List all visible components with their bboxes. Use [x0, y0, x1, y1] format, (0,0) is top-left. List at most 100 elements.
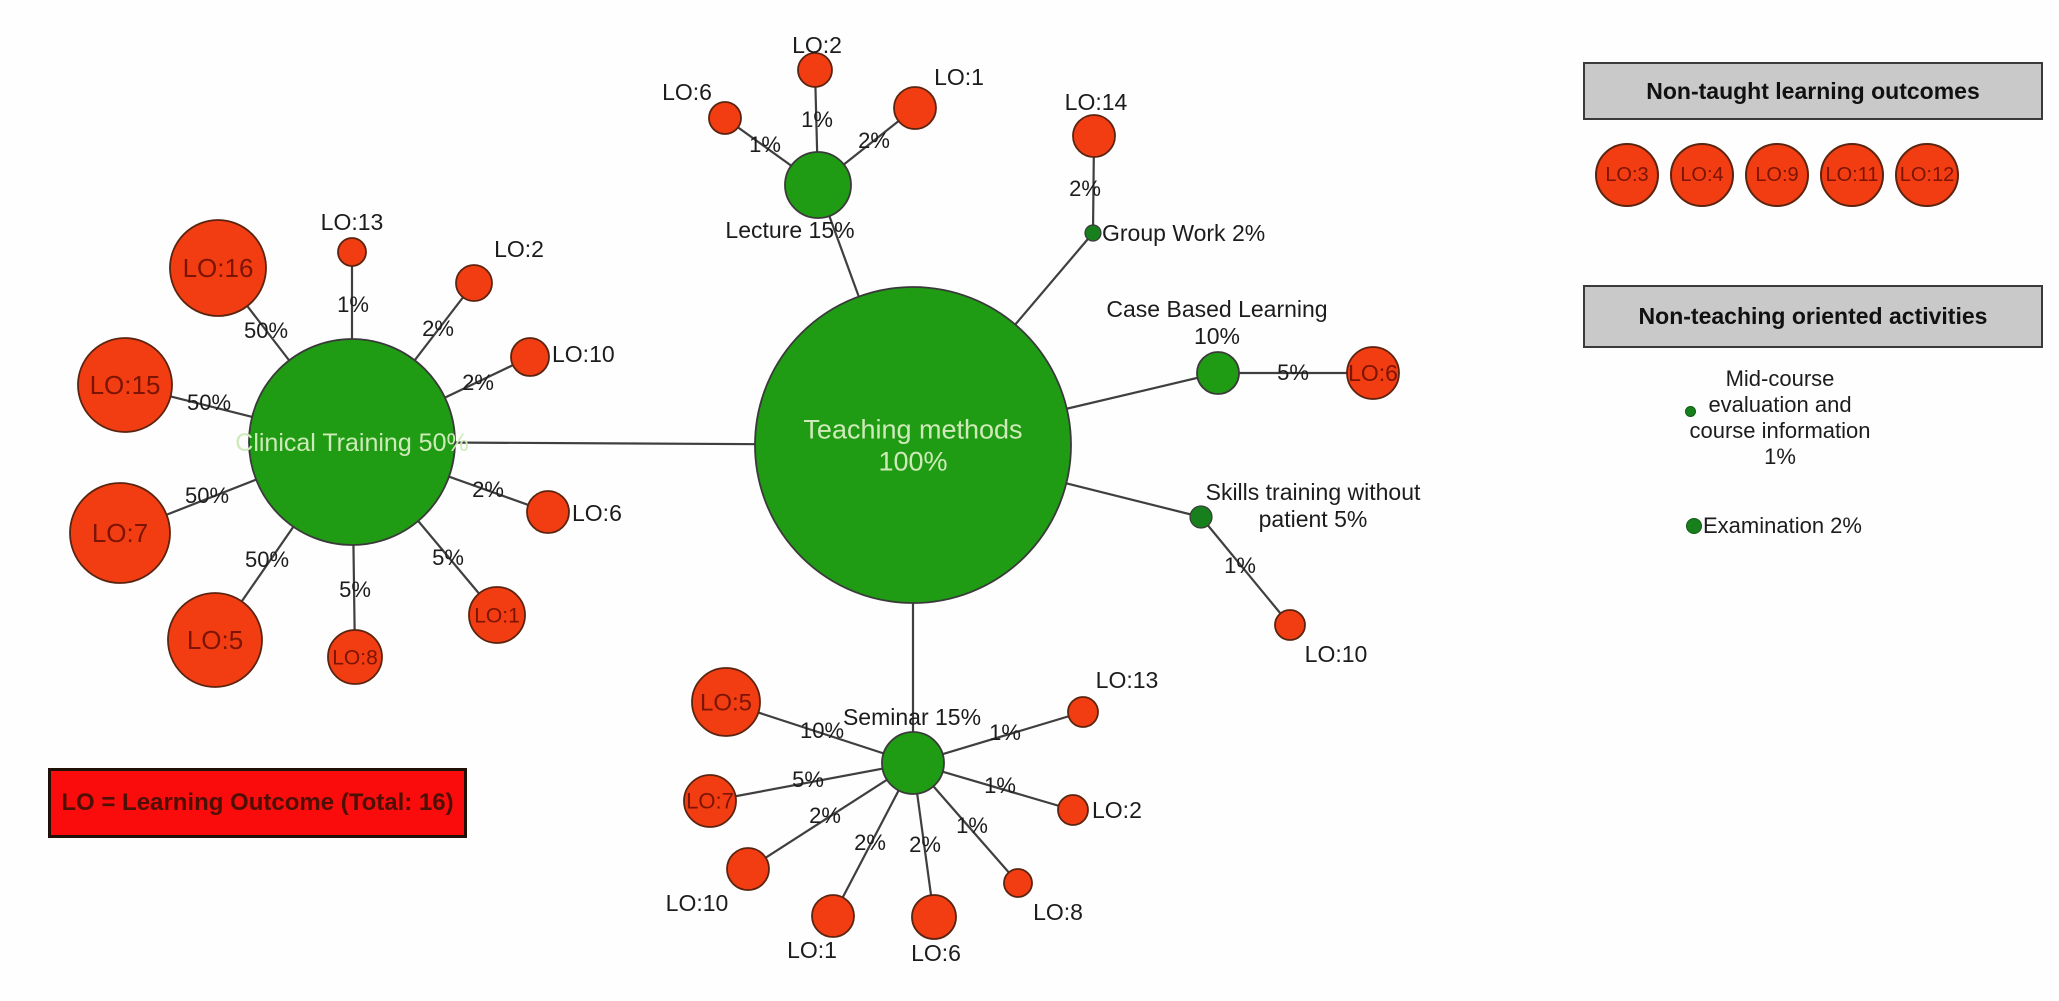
edge-label-clinical-training-clinical-lo8: 5%	[339, 577, 371, 602]
label-lecture: Lecture 15%	[725, 217, 854, 243]
label-clinical-lo13: LO:13	[321, 209, 384, 235]
edge-label-clinical-training-clinical-lo2: 2%	[422, 316, 454, 341]
node-case-based-learning	[1196, 351, 1240, 395]
node-lecture-lo1	[893, 86, 937, 130]
label-clinical-lo1: LO:1	[474, 604, 520, 627]
legend-outcome-circle: LO:11	[1820, 143, 1884, 207]
label-seminar-lo10: LO:10	[666, 890, 729, 916]
node-group-work	[1084, 224, 1102, 242]
label-group-work: Group Work 2%	[1102, 220, 1265, 246]
edge-label-seminar-seminar-lo6: 2%	[909, 832, 941, 857]
label-seminar-lo13: LO:13	[1096, 667, 1159, 693]
node-clinical-lo5	[167, 592, 263, 688]
legend-outcome-circle: LO:3	[1595, 143, 1659, 207]
node-seminar-lo2	[1057, 794, 1089, 826]
edge-label-clinical-training-clinical-lo16: 50%	[244, 318, 288, 343]
node-lecture-lo2	[797, 52, 833, 88]
node-clinical-lo1	[468, 586, 526, 644]
node-lecture	[784, 151, 852, 219]
edge-label-skills-training-skills-lo10: 1%	[1224, 553, 1256, 578]
label-seminar-lo2: LO:2	[1092, 797, 1142, 823]
examination-item: Examination 2%	[1686, 513, 1862, 539]
edge-label-seminar-seminar-lo5: 10%	[800, 718, 844, 743]
edge-label-clinical-training-clinical-lo5: 50%	[245, 547, 289, 572]
label-seminar-lo1: LO:1	[787, 937, 837, 963]
edge-label-seminar-seminar-lo2: 1%	[984, 773, 1016, 798]
label-groupwork-lo14: LO:14	[1065, 89, 1128, 115]
edge-label-group-work-groupwork-lo14: 2%	[1069, 176, 1101, 201]
edge-label-seminar-seminar-lo7: 5%	[792, 767, 824, 792]
edge-label-seminar-seminar-lo8: 1%	[956, 813, 988, 838]
node-seminar-lo13	[1067, 696, 1099, 728]
label-clinical-training: Clinical Training 50%	[235, 429, 468, 457]
node-seminar-lo6	[911, 894, 957, 940]
non-taught-outcome-row: LO:3 LO:4 LO:9 LO:11 LO:12	[1595, 143, 1959, 207]
midcourse-dot-icon	[1685, 406, 1696, 417]
examination-label: Examination 2%	[1703, 513, 1862, 538]
label-seminar-lo7: LO:7	[686, 789, 734, 814]
node-skills-lo10	[1274, 609, 1306, 641]
edge-label-lecture-lecture-lo2: 1%	[801, 107, 833, 132]
node-seminar	[881, 731, 945, 795]
label-clinical-lo6: LO:6	[572, 500, 622, 526]
label-cbl-lo6: LO:6	[1348, 360, 1398, 386]
label-clinical-lo15: LO:15	[90, 370, 161, 400]
label-clinical-lo8: LO:8	[332, 646, 378, 669]
edge-label-clinical-training-clinical-lo10: 2%	[462, 370, 494, 395]
node-clinical-lo7	[69, 482, 171, 584]
node-seminar-lo7	[683, 774, 737, 828]
label-seminar: Seminar 15%	[843, 704, 981, 730]
examination-dot-icon	[1686, 518, 1702, 534]
label-clinical-lo16: LO:16	[183, 253, 254, 283]
node-clinical-lo2	[455, 264, 493, 302]
lo-footnote: LO = Learning Outcome (Total: 16)	[48, 768, 467, 838]
label-seminar-lo5: LO:5	[700, 689, 752, 716]
edge-label-seminar-seminar-lo13: 1%	[989, 720, 1021, 745]
edge-label-clinical-training-clinical-lo6: 2%	[472, 477, 504, 502]
legend-outcome-circle: LO:12	[1895, 143, 1959, 207]
label-lecture-lo2: LO:2	[792, 32, 842, 58]
edge-label-case-based-learning-cbl-lo6: 5%	[1277, 360, 1309, 385]
label-case-based-learning: Case Based Learning 10%	[1106, 296, 1327, 349]
label-seminar-lo6: LO:6	[911, 940, 961, 966]
edge-label-seminar-seminar-lo10: 2%	[809, 803, 841, 828]
edge-label-clinical-training-clinical-lo1: 5%	[432, 545, 464, 570]
node-seminar-lo10	[726, 847, 770, 891]
edge-seminar-seminar-lo10	[747, 762, 914, 870]
node-skills-training	[1189, 505, 1213, 529]
edge-label-lecture-lecture-lo1: 2%	[858, 128, 890, 153]
label-clinical-lo2: LO:2	[494, 236, 544, 262]
legend-outcome-circle: LO:4	[1670, 143, 1734, 207]
edge-label-clinical-training-clinical-lo15: 50%	[187, 390, 231, 415]
node-seminar-lo5	[691, 667, 761, 737]
edge-label-seminar-seminar-lo1: 2%	[854, 830, 886, 855]
node-clinical-lo8	[327, 629, 383, 685]
label-clinical-lo10: LO:10	[552, 341, 615, 367]
node-lecture-lo6	[708, 101, 742, 135]
label-clinical-lo7: LO:7	[92, 518, 148, 548]
label-seminar-lo8: LO:8	[1033, 899, 1083, 925]
label-clinical-lo5: LO:5	[187, 625, 243, 655]
node-clinical-training	[248, 338, 456, 546]
edge-seminar-seminar-lo7	[709, 761, 914, 803]
label-teaching-methods: Teaching methods 100%	[803, 415, 1022, 477]
label-lecture-lo6: LO:6	[662, 79, 712, 105]
non-taught-legend-title: Non-taught learning outcomes	[1583, 62, 2043, 120]
node-teaching-methods	[754, 286, 1072, 604]
label-skills-training: Skills training without patient 5%	[1206, 479, 1421, 532]
node-clinical-lo13	[337, 237, 367, 267]
edge-label-clinical-training-clinical-lo13: 1%	[337, 292, 369, 317]
edge-label-clinical-training-clinical-lo7: 50%	[185, 483, 229, 508]
node-groupwork-lo14	[1072, 114, 1116, 158]
edge-label-lecture-lecture-lo6: 1%	[749, 132, 781, 157]
edge-skills-training-skills-lo10	[1200, 516, 1291, 626]
node-clinical-lo15	[77, 337, 173, 433]
legend-outcome-circle: LO:9	[1745, 143, 1809, 207]
node-clinical-lo16	[169, 219, 267, 317]
node-seminar-lo8	[1003, 868, 1033, 898]
label-lecture-lo1: LO:1	[934, 64, 984, 90]
non-teaching-legend-title: Non-teaching oriented activities	[1583, 285, 2043, 348]
label-skills-lo10: LO:10	[1305, 641, 1368, 667]
midcourse-evaluation-label: Mid-course evaluation and course informa…	[1689, 366, 1871, 469]
